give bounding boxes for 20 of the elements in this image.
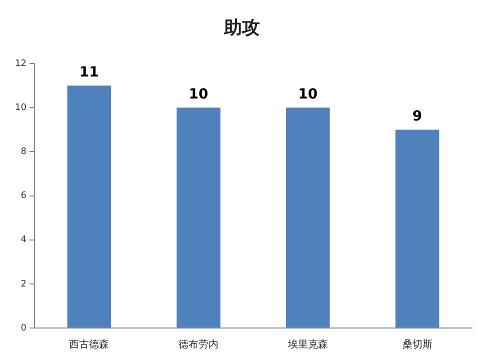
chart-title: 助攻 [223,17,260,38]
y-tick-label: 2 [20,279,26,290]
data-label: 11 [79,64,99,80]
data-label: 9 [412,108,422,124]
y-tick-label: 4 [20,235,27,246]
y-tick-label: 0 [20,323,27,334]
bar [176,108,220,328]
x-tick-label: 西古德森 [69,338,110,351]
bar [395,130,440,328]
bar [286,108,330,328]
x-tick-label: 埃里克森 [286,338,328,351]
x-tick-label: 德布劳内 [178,338,219,351]
y-tick-label: 6 [20,191,27,202]
data-label: 10 [188,86,209,102]
bar [67,86,112,328]
y-tick-label: 10 [15,103,27,114]
data-label: 10 [298,86,318,102]
y-tick-label: 8 [20,147,27,158]
x-tick-label: 桑切斯 [402,338,432,351]
y-tick-label: 12 [15,58,26,69]
